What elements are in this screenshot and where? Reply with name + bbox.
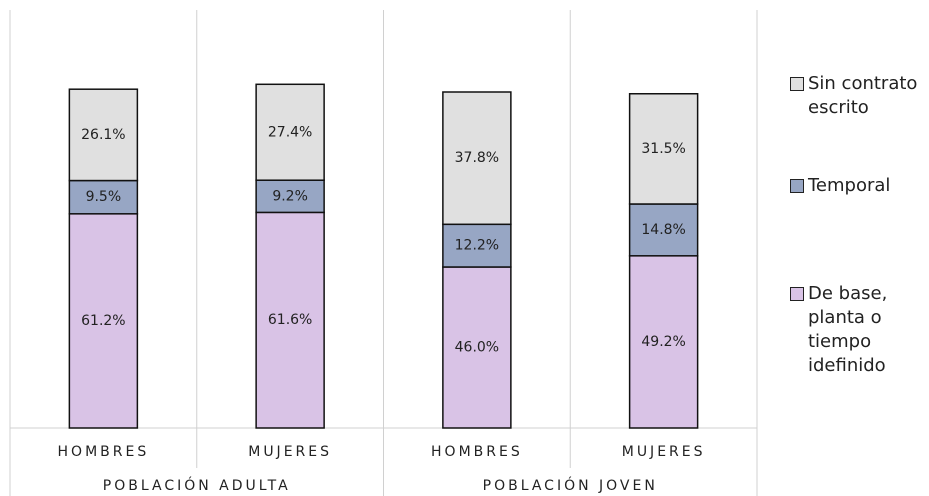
- bar-segment: [442, 266, 512, 429]
- plot: HOMBRES 61.2% 9.5% 26.1% MUJERES 61.6% 9.2% 27.…: [9, 10, 758, 496]
- legend-item: Temporal: [790, 174, 925, 198]
- data-label: 26.1%: [81, 127, 125, 143]
- bar-segment: [255, 211, 325, 429]
- data-label: 9.5%: [86, 189, 122, 205]
- data-label: 49.2%: [641, 334, 685, 350]
- bar-segment: [68, 88, 139, 182]
- data-label: 37.8%: [455, 150, 499, 166]
- x-tick-label: HOMBRES: [431, 444, 523, 460]
- data-label: 14.8%: [641, 222, 685, 238]
- bar-segment: [442, 223, 512, 268]
- x-tick-label: HOMBRES: [58, 444, 150, 460]
- bar-segment: [442, 91, 512, 226]
- group-label: POBLACIÓN JOVEN: [483, 476, 658, 494]
- data-label: 27.4%: [268, 124, 312, 140]
- legend-swatch: [790, 77, 804, 91]
- x-tick-label: MUJERES: [248, 444, 332, 460]
- bar-segment: [628, 255, 699, 429]
- data-label: 61.6%: [268, 312, 312, 328]
- legend-swatch: [790, 179, 804, 193]
- legend-item: De base, planta o tiempo idefinido: [790, 282, 925, 378]
- legend-swatch: [790, 287, 804, 301]
- data-label: 9.2%: [272, 188, 308, 204]
- bar-segment: [68, 213, 139, 429]
- data-label: 46.0%: [455, 340, 499, 356]
- x-tick-label: MUJERES: [622, 444, 706, 460]
- data-label: 12.2%: [455, 238, 499, 254]
- legend-label: Sin contrato escrito: [808, 73, 918, 118]
- group-label: POBLACIÓN ADULTA: [103, 476, 291, 494]
- legend-label: De base, planta o tiempo idefinido: [808, 283, 888, 376]
- data-label: 61.2%: [81, 313, 125, 329]
- bar-segment: [628, 93, 699, 205]
- bar-segment: [255, 83, 325, 181]
- legend-label: Temporal: [808, 175, 891, 196]
- data-label: 31.5%: [641, 141, 685, 157]
- legend-item: Sin contrato escrito: [790, 72, 925, 120]
